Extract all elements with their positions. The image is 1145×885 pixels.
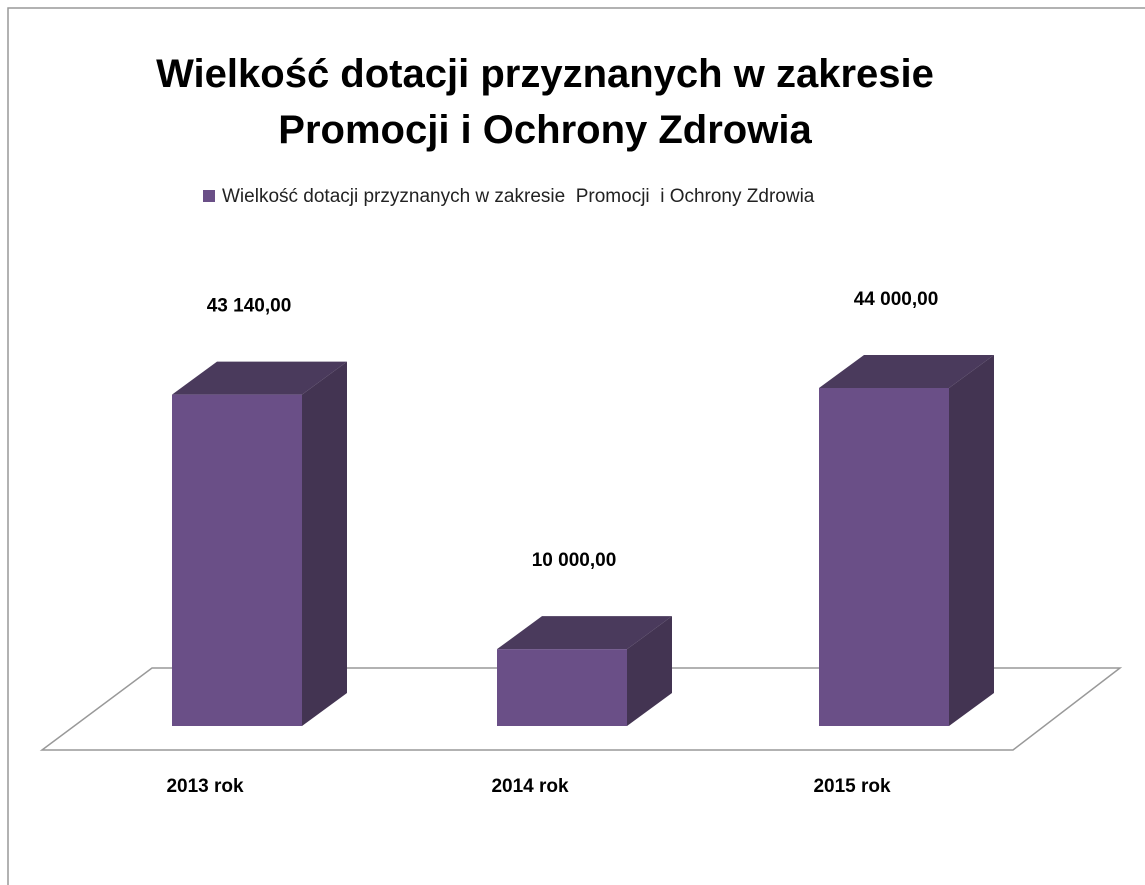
bar xyxy=(819,355,994,726)
bar-front xyxy=(819,388,949,726)
bar xyxy=(172,361,347,726)
chart-title: Wielkość dotacji przyznanych w zakresie … xyxy=(156,52,934,152)
bar-front xyxy=(497,649,627,726)
value-label: 44 000,00 xyxy=(854,289,939,310)
x-tick-label: 2014 rok xyxy=(491,776,569,797)
legend-swatch xyxy=(203,190,215,202)
bar xyxy=(497,616,672,726)
bar-side xyxy=(627,616,672,726)
bar-top xyxy=(497,616,672,650)
bar-side xyxy=(302,361,347,726)
frame xyxy=(7,7,1145,885)
value-label: 10 000,00 xyxy=(532,550,617,571)
value-label: 43 140,00 xyxy=(207,296,292,317)
bar-top xyxy=(172,361,347,395)
floor xyxy=(39,667,1123,751)
bar-side xyxy=(949,355,994,726)
bar-top xyxy=(819,355,994,388)
x-tick-label: 2013 rok xyxy=(166,776,244,797)
legend-label: Wielkość dotacji przyznanych w zakresie … xyxy=(222,186,815,207)
x-tick-label: 2015 rok xyxy=(813,776,891,797)
bar-front xyxy=(172,394,302,726)
